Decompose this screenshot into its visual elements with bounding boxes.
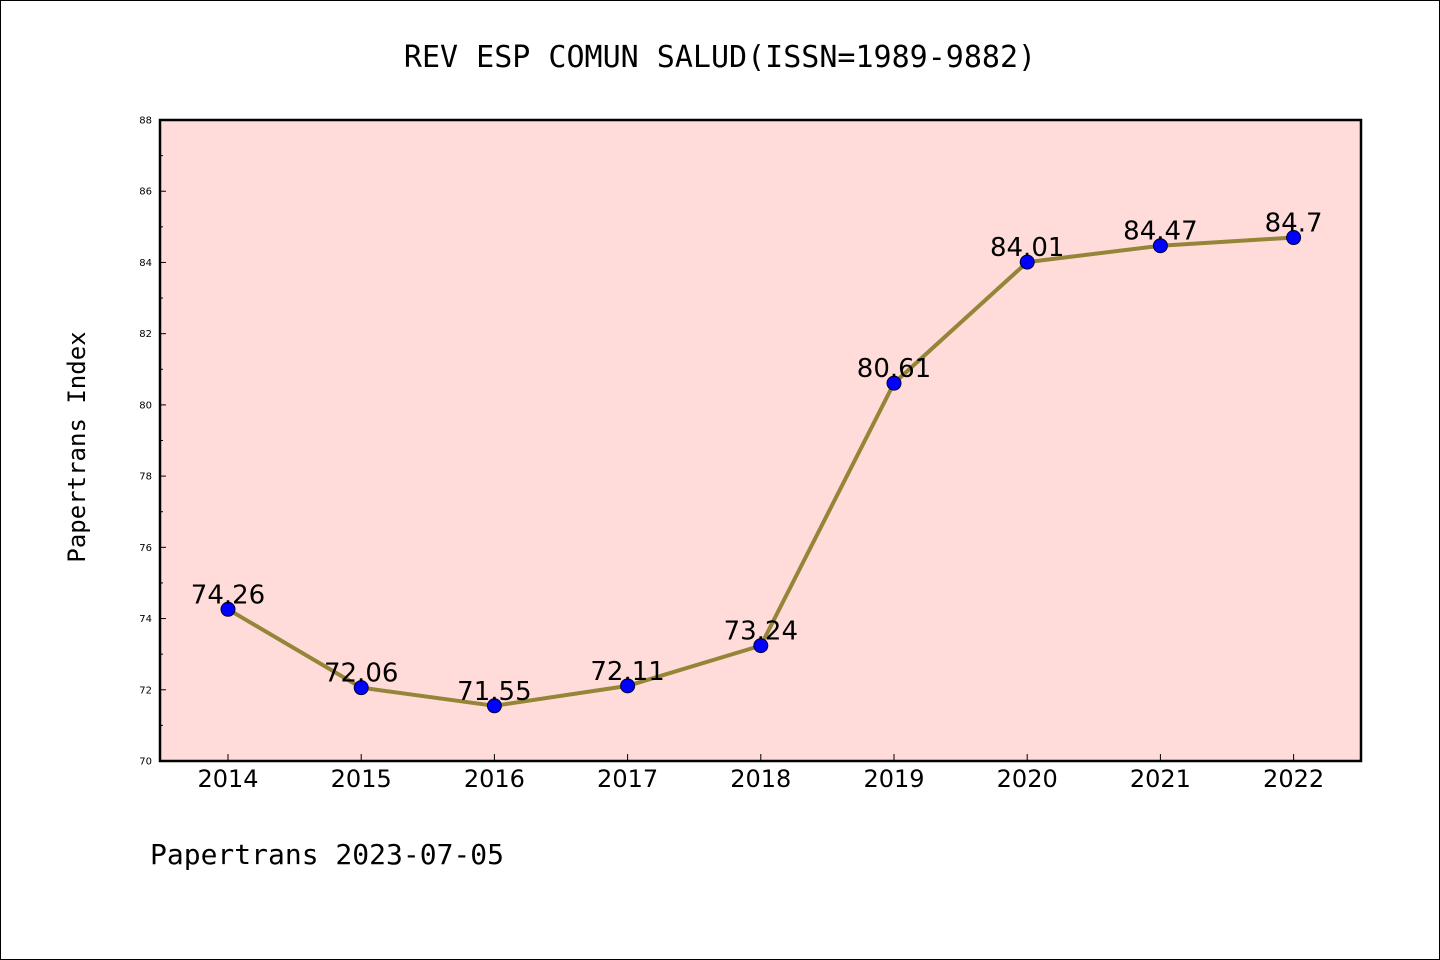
y-tick-label: 72 bbox=[139, 685, 152, 696]
data-point bbox=[1152, 238, 1168, 254]
y-axis-label: Papertrans Index bbox=[63, 331, 91, 562]
data-label: 74.26 bbox=[191, 580, 265, 610]
x-tick-label: 2022 bbox=[1263, 765, 1324, 793]
x-tick-label: 2019 bbox=[863, 765, 924, 793]
data-point bbox=[886, 375, 902, 391]
data-points bbox=[220, 230, 1302, 714]
y-tick-label: 80 bbox=[139, 400, 152, 411]
data-label: 80.61 bbox=[857, 354, 931, 384]
data-point bbox=[1019, 254, 1035, 270]
y-tick-label: 74 bbox=[139, 614, 152, 625]
data-point bbox=[620, 678, 636, 694]
y-tick-label: 78 bbox=[139, 472, 152, 483]
x-tick-label: 2015 bbox=[331, 765, 392, 793]
data-label: 84.7 bbox=[1265, 209, 1323, 239]
x-axis-ticks: 2014 2015 2016 2017 2018 2019 2020 2021 2022 bbox=[197, 754, 1324, 793]
plot-area bbox=[160, 120, 1361, 761]
y-tick-label: 82 bbox=[139, 329, 152, 340]
x-tick-label: 2020 bbox=[997, 765, 1058, 793]
x-tick-label: 2021 bbox=[1130, 765, 1191, 793]
data-label: 72.11 bbox=[590, 657, 664, 687]
plot-border bbox=[158, 118, 1363, 763]
x-tick-label: 2017 bbox=[597, 765, 658, 793]
data-label: 72.06 bbox=[324, 659, 398, 689]
data-point bbox=[220, 601, 236, 617]
data-label: 73.24 bbox=[724, 617, 798, 647]
chart-title: REV ESP COMUN SALUD(ISSN=1989-9882) bbox=[404, 40, 1036, 75]
x-tick-label: 2016 bbox=[464, 765, 525, 793]
data-point bbox=[1286, 230, 1302, 246]
y-tick-label: 84 bbox=[139, 258, 152, 269]
x-tick-label: 2018 bbox=[730, 765, 791, 793]
data-point bbox=[753, 638, 769, 654]
x-tick-label: 2014 bbox=[197, 765, 258, 793]
data-label: 84.47 bbox=[1123, 217, 1197, 247]
data-labels: 74.26 72.06 71.55 72.11 73.24 80.61 84.01 84.47… bbox=[191, 209, 1323, 707]
y-tick-label: 86 bbox=[139, 187, 152, 198]
data-label: 84.01 bbox=[990, 233, 1064, 263]
y-tick-label: 88 bbox=[139, 116, 152, 127]
footer-text: Papertrans 2023-07-05 bbox=[150, 838, 504, 871]
data-label: 71.55 bbox=[457, 677, 531, 707]
y-tick-label: 76 bbox=[139, 543, 152, 554]
data-point bbox=[353, 680, 369, 696]
y-tick-label: 70 bbox=[139, 757, 152, 768]
data-point bbox=[486, 698, 502, 714]
